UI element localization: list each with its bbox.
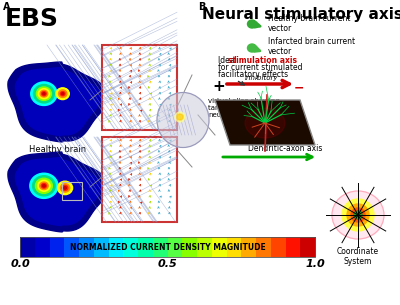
- Ellipse shape: [38, 180, 50, 191]
- Bar: [286, 237, 301, 257]
- Text: EBS: EBS: [5, 7, 59, 31]
- FancyArrowPatch shape: [238, 81, 244, 85]
- Ellipse shape: [56, 88, 69, 99]
- Bar: [102, 45, 177, 130]
- Ellipse shape: [40, 90, 48, 97]
- Text: Infarcted brain: Infarcted brain: [27, 237, 89, 246]
- Bar: [123, 237, 139, 257]
- Ellipse shape: [175, 112, 185, 122]
- Ellipse shape: [31, 82, 57, 106]
- Text: −: −: [294, 81, 304, 94]
- Ellipse shape: [62, 185, 68, 190]
- Ellipse shape: [60, 92, 65, 96]
- Polygon shape: [8, 152, 108, 232]
- Text: for current stimulated: for current stimulated: [218, 63, 302, 72]
- Bar: [212, 237, 227, 257]
- Ellipse shape: [64, 187, 66, 189]
- Ellipse shape: [38, 89, 50, 99]
- Text: 1.0: 1.0: [305, 259, 325, 269]
- Bar: [197, 237, 212, 257]
- Polygon shape: [16, 68, 100, 136]
- Ellipse shape: [342, 199, 374, 231]
- Bar: [226, 237, 242, 257]
- Text: stimulation axis: stimulation axis: [228, 56, 297, 65]
- Bar: [256, 237, 272, 257]
- Ellipse shape: [354, 211, 362, 219]
- FancyArrowPatch shape: [223, 154, 312, 160]
- Text: inhibitory: inhibitory: [245, 75, 278, 81]
- Ellipse shape: [351, 208, 365, 222]
- Ellipse shape: [36, 178, 52, 193]
- Bar: [20, 237, 315, 257]
- Ellipse shape: [42, 185, 45, 187]
- Ellipse shape: [177, 114, 183, 120]
- Text: Dendritic-axon axis: Dendritic-axon axis: [248, 144, 322, 153]
- Bar: [20, 237, 36, 257]
- Polygon shape: [16, 158, 100, 226]
- Ellipse shape: [43, 93, 45, 95]
- Bar: [300, 237, 316, 257]
- Ellipse shape: [36, 87, 52, 100]
- Ellipse shape: [40, 182, 48, 190]
- Polygon shape: [8, 62, 108, 142]
- Text: 0.5: 0.5: [158, 259, 177, 269]
- Text: NORMALIZED CURRENT DENSITY MAGNITUDE: NORMALIZED CURRENT DENSITY MAGNITUDE: [70, 242, 265, 252]
- Text: Neural stimulatory axis: Neural stimulatory axis: [202, 7, 400, 22]
- FancyArrowPatch shape: [254, 47, 260, 52]
- Bar: [102, 137, 177, 222]
- Bar: [79, 237, 94, 257]
- Ellipse shape: [30, 173, 58, 198]
- Ellipse shape: [42, 92, 46, 96]
- Bar: [62, 182, 82, 200]
- Bar: [138, 237, 154, 257]
- Ellipse shape: [62, 93, 64, 95]
- Ellipse shape: [245, 108, 285, 138]
- Bar: [108, 237, 124, 257]
- Bar: [168, 237, 183, 257]
- Ellipse shape: [33, 176, 55, 196]
- Text: +: +: [212, 79, 225, 94]
- Ellipse shape: [248, 44, 256, 52]
- Bar: [182, 237, 198, 257]
- Ellipse shape: [34, 84, 54, 103]
- Text: A: A: [3, 2, 10, 12]
- Ellipse shape: [60, 184, 70, 192]
- Text: 0.0: 0.0: [10, 259, 30, 269]
- Bar: [94, 237, 109, 257]
- Bar: [153, 237, 168, 257]
- Bar: [64, 237, 80, 257]
- FancyArrowPatch shape: [227, 81, 289, 88]
- Polygon shape: [215, 100, 315, 145]
- Ellipse shape: [347, 204, 369, 226]
- Ellipse shape: [58, 90, 67, 98]
- Text: Ideal: Ideal: [218, 56, 239, 65]
- Ellipse shape: [41, 184, 46, 188]
- Bar: [35, 237, 50, 257]
- Text: Coordinate
System: Coordinate System: [337, 247, 379, 266]
- Bar: [50, 237, 65, 257]
- Text: virtual slice showing
targeted pyramidal
neuron: virtual slice showing targeted pyramidal…: [208, 98, 280, 118]
- Bar: [241, 237, 257, 257]
- Ellipse shape: [354, 211, 362, 219]
- Ellipse shape: [58, 181, 72, 195]
- Text: facilitatory effects: facilitatory effects: [218, 70, 288, 79]
- Bar: [271, 237, 286, 257]
- Text: Healthy brain current
vector: Healthy brain current vector: [268, 14, 350, 34]
- Ellipse shape: [248, 20, 256, 28]
- Ellipse shape: [157, 92, 209, 148]
- FancyArrowPatch shape: [255, 23, 260, 27]
- Text: B: B: [198, 2, 205, 12]
- Text: Healthy brain: Healthy brain: [30, 145, 86, 154]
- Text: Infarcted brain current
vector: Infarcted brain current vector: [268, 37, 355, 56]
- Ellipse shape: [332, 191, 384, 239]
